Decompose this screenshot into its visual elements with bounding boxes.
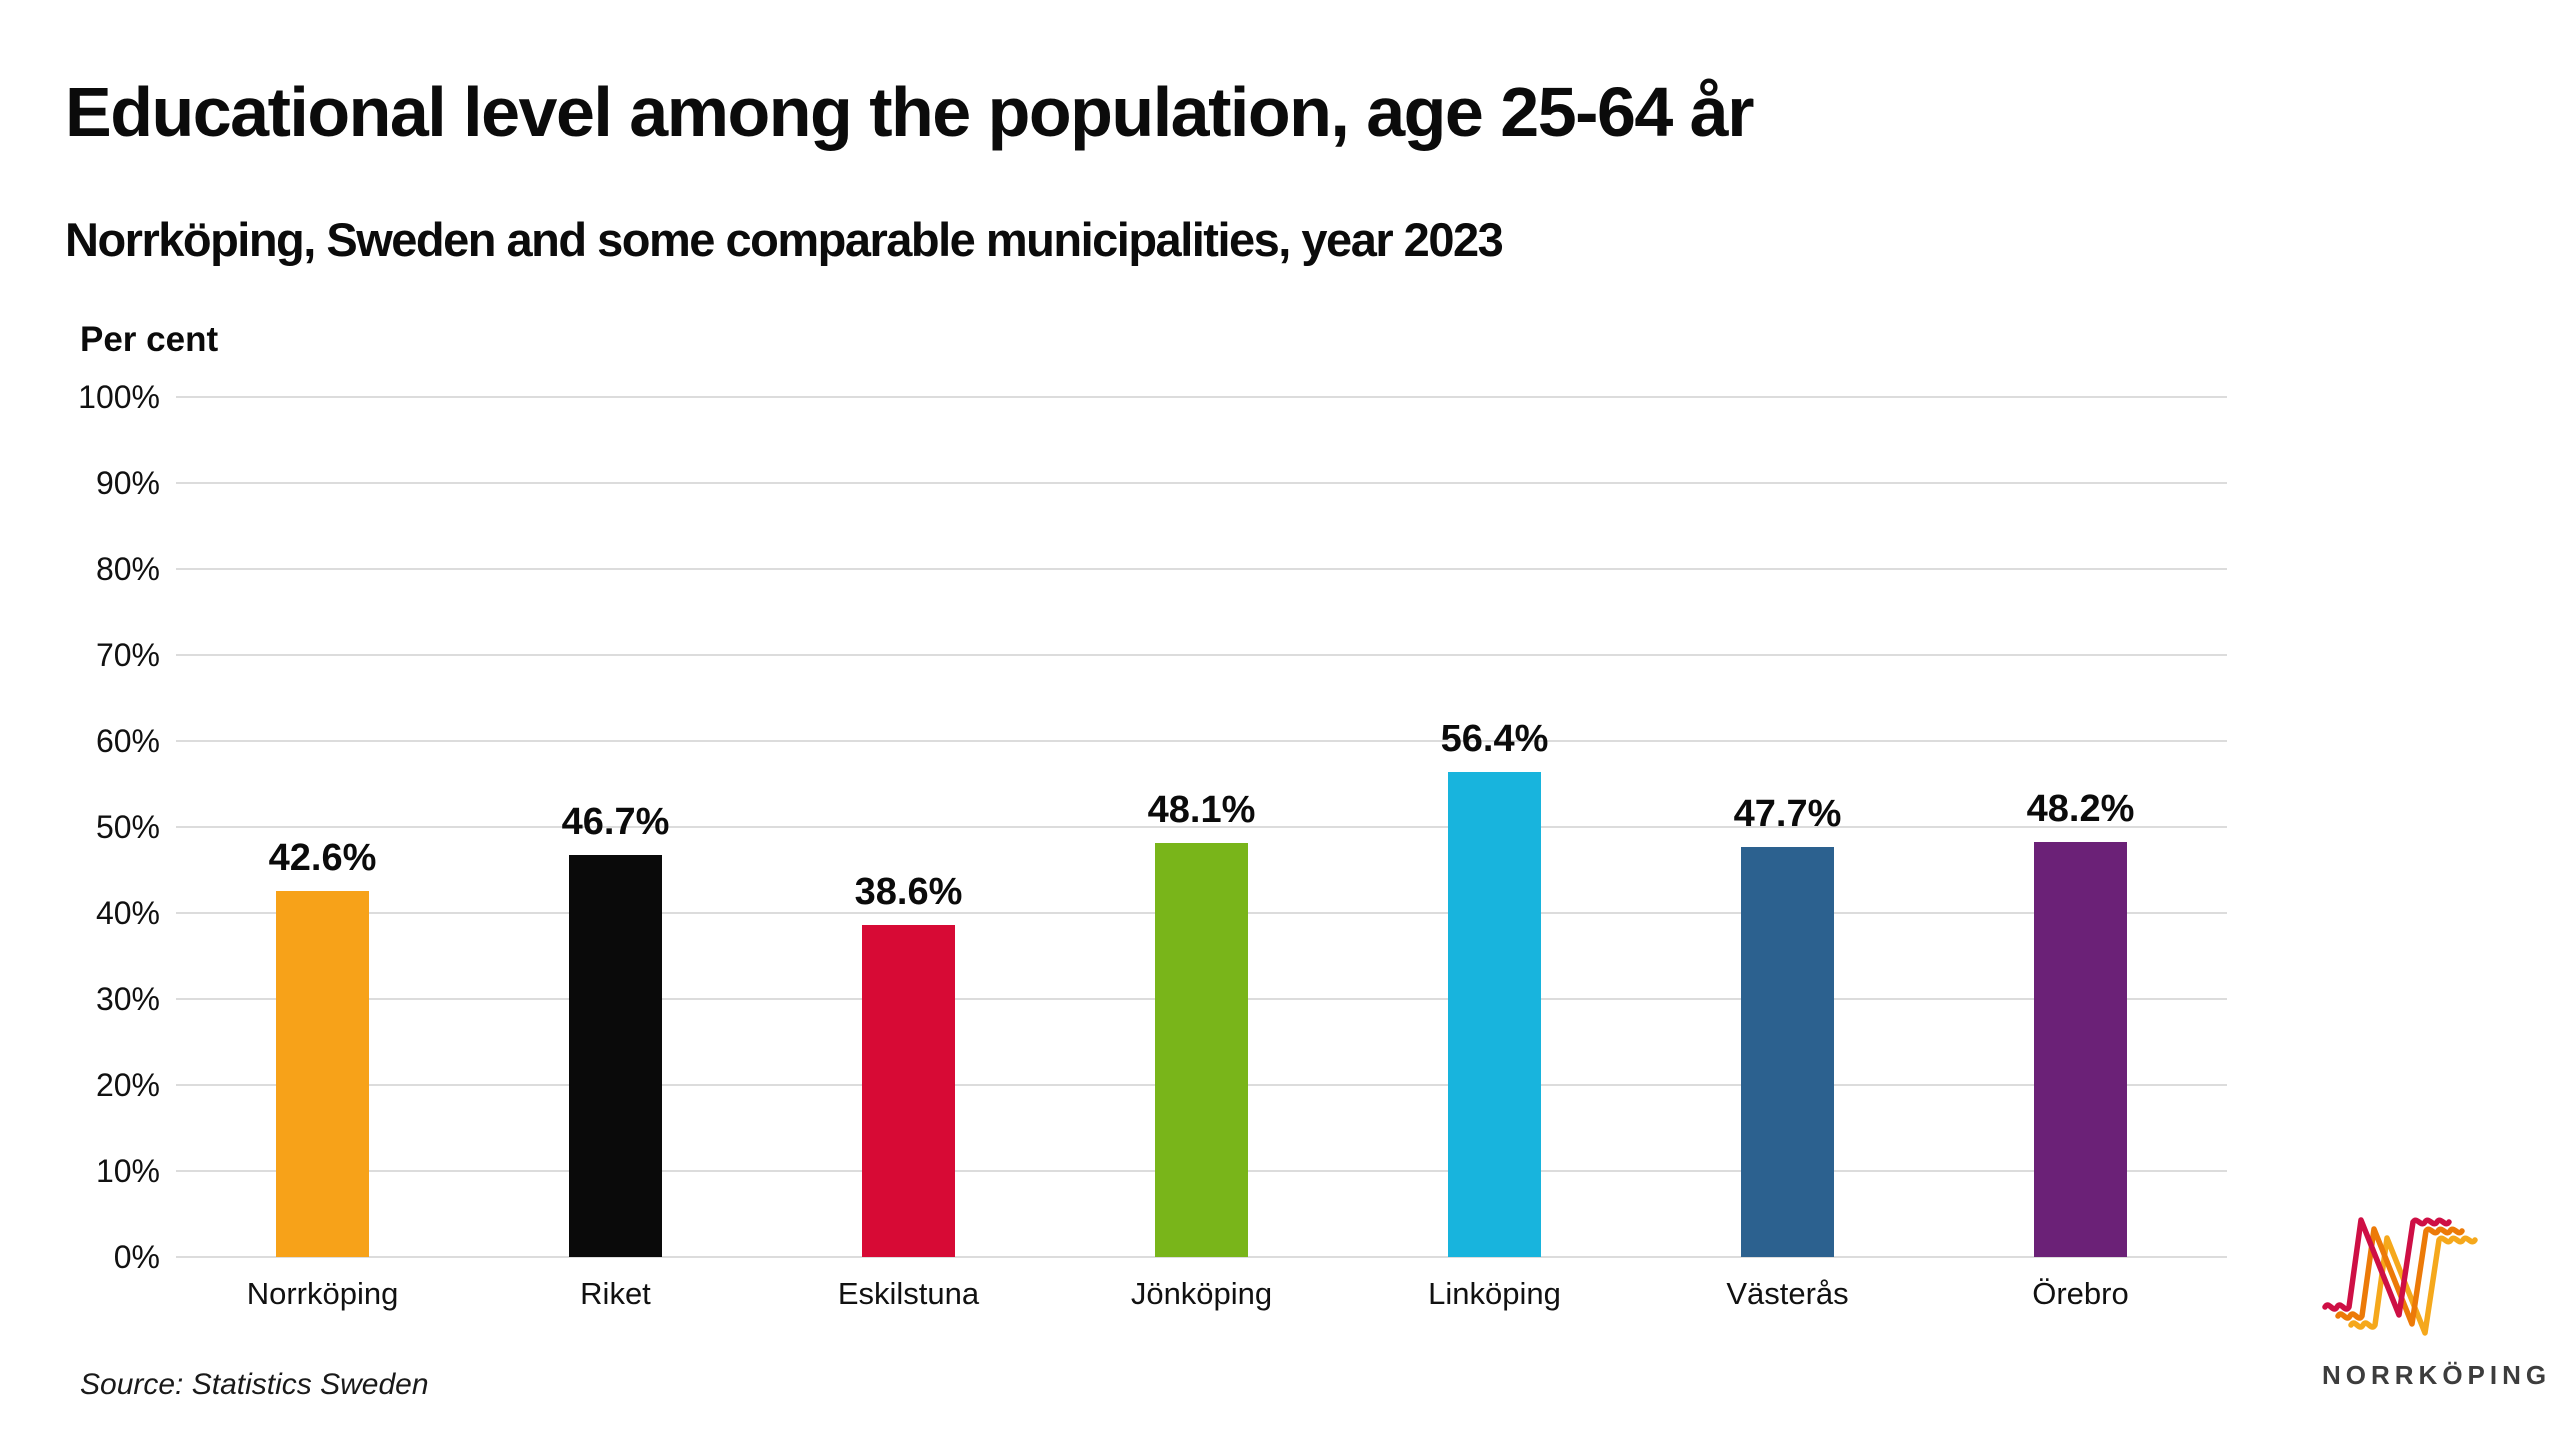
- y-tick-label: 80%: [95, 551, 160, 587]
- page-title: Educational level among the population, …: [65, 73, 1754, 151]
- y-tick-label: 40%: [95, 895, 160, 931]
- x-category-label: Västerås: [1726, 1276, 1849, 1311]
- x-category-label: Riket: [580, 1276, 651, 1311]
- bar-value-label: 46.7%: [561, 801, 670, 844]
- y-tick-label: 50%: [95, 809, 160, 845]
- gridline: [176, 740, 2227, 742]
- norrkoping-logo: NORRKÖPING: [2322, 1214, 2552, 1400]
- bar-value-label: 42.6%: [268, 836, 377, 879]
- y-tick-label: 0%: [113, 1239, 160, 1275]
- bar-jönköping: [1155, 843, 1248, 1257]
- bar-linköping: [1448, 771, 1541, 1257]
- y-tick-label: 10%: [95, 1153, 160, 1189]
- y-axis-label: Per cent: [80, 320, 219, 359]
- source-note: Source: Statistics Sweden: [80, 1368, 429, 1401]
- y-tick-label: 90%: [95, 465, 160, 501]
- y-tick-label: 60%: [95, 723, 160, 759]
- bar-riket: [569, 855, 662, 1257]
- bar-örebro: [2034, 842, 2127, 1257]
- bar-västerås: [1741, 846, 1834, 1257]
- page-subtitle: Norrköping, Sweden and some comparable m…: [65, 213, 1504, 266]
- bar-norrköping: [276, 890, 369, 1257]
- bar-value-label: 38.6%: [854, 871, 963, 914]
- y-tick-label: 20%: [95, 1067, 160, 1103]
- y-tick-label: 30%: [95, 981, 160, 1017]
- bar-eskilstuna: [862, 925, 955, 1257]
- bar-value-label: 56.4%: [1440, 717, 1549, 760]
- bar-value-label: 48.2%: [2026, 788, 2135, 831]
- x-category-label: Norrköping: [246, 1276, 399, 1311]
- gridline: [176, 482, 2227, 484]
- x-category-label: Linköping: [1428, 1276, 1561, 1311]
- gridline: [176, 1256, 2227, 1258]
- gridline: [176, 396, 2227, 398]
- norrkoping-logo-text: NORRKÖPING: [2322, 1360, 2552, 1390]
- y-tick-label: 70%: [95, 637, 160, 673]
- bar-value-label: 47.7%: [1733, 792, 1842, 835]
- gridline: [176, 826, 2227, 828]
- gridline: [176, 654, 2227, 656]
- gridline: [176, 568, 2227, 570]
- x-category-label: Örebro: [2032, 1276, 2129, 1311]
- x-category-label: Jönköping: [1130, 1276, 1273, 1311]
- x-category-label: Eskilstuna: [837, 1276, 980, 1311]
- y-tick-label: 100%: [78, 379, 160, 415]
- norrkoping-n-icon: [2322, 1217, 2478, 1336]
- bar-value-label: 48.1%: [1147, 789, 1256, 832]
